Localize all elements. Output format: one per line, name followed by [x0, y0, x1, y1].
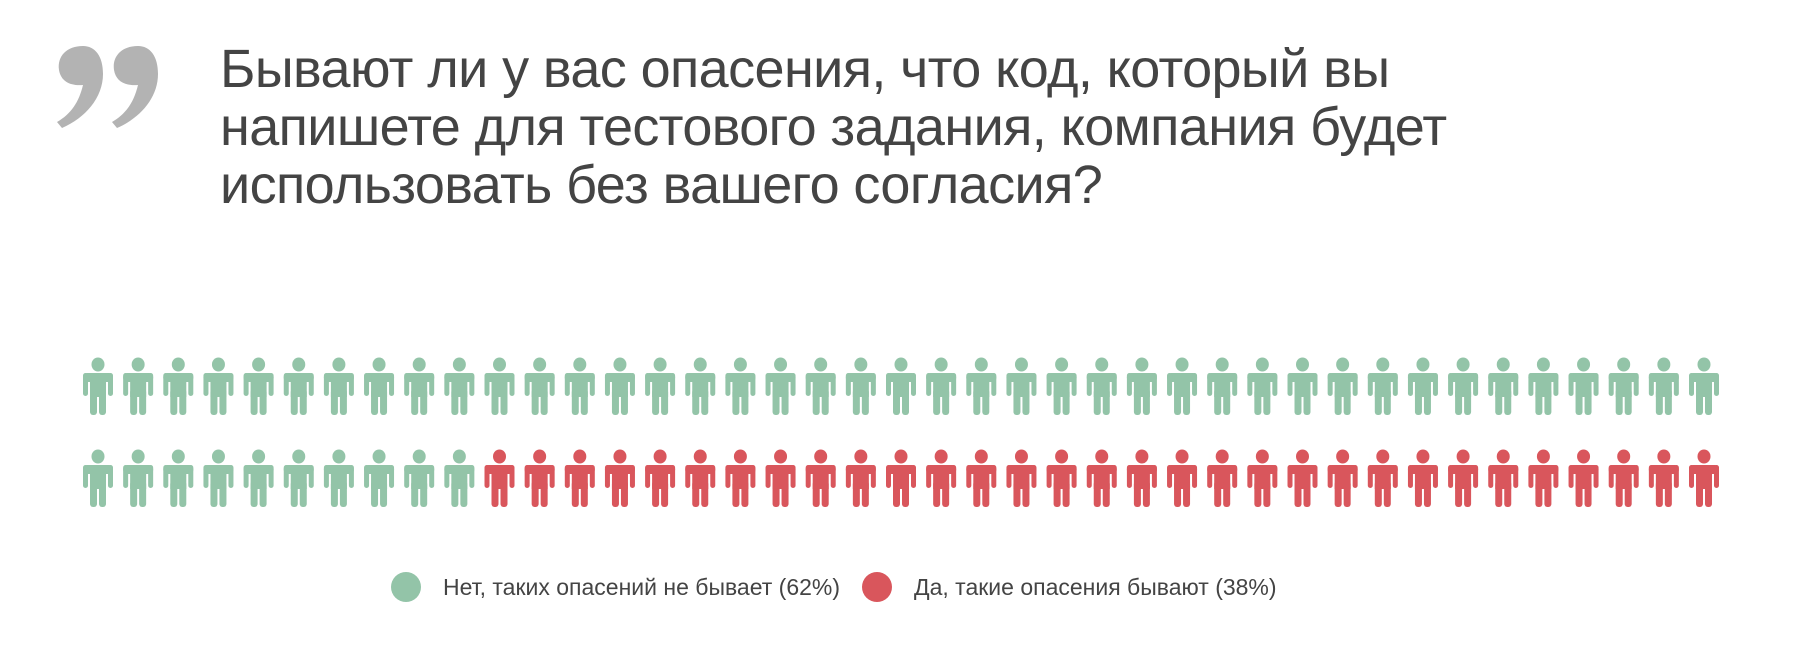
person-icon [1528, 449, 1559, 507]
person-icon [725, 357, 756, 415]
person-icon [203, 357, 234, 415]
person-icon [1207, 449, 1238, 507]
person-icon [323, 449, 354, 507]
person-icon [685, 449, 716, 507]
person-icon [1086, 449, 1117, 507]
person-icon [1046, 357, 1077, 415]
person-icon [765, 357, 796, 415]
person-icon [886, 357, 916, 415]
person-icon [484, 357, 515, 415]
person-icon [1167, 449, 1198, 507]
person-icon [1126, 449, 1157, 507]
person-icon [564, 449, 595, 507]
person-icon [1327, 357, 1358, 415]
person-icon [1689, 449, 1719, 507]
person-icon [1247, 357, 1278, 415]
person-icon [1608, 357, 1639, 415]
person-icon [765, 449, 796, 507]
person-icon [243, 357, 274, 415]
title-line: использовать без вашего согласия? [220, 155, 1103, 215]
legend: Нет, таких опасений не бывает (62%) Да, … [391, 572, 1299, 602]
chart-title: Бывают ли у вас опасения, что код, котор… [220, 40, 1447, 214]
person-icon [926, 357, 957, 415]
legend-swatch-yes [862, 572, 893, 602]
person-icon [645, 357, 676, 415]
title-line: напишете для тестового задания, компания… [220, 97, 1447, 157]
person-icon [1648, 357, 1679, 415]
person-icon [524, 357, 555, 415]
person-icon [1006, 357, 1037, 415]
person-icon [1327, 449, 1358, 507]
person-icon [283, 449, 314, 507]
person-icon [203, 449, 234, 507]
person-icon [1167, 357, 1198, 415]
pictogram [83, 357, 1719, 507]
title-line: Бывают ли у вас опасения, что код, котор… [220, 39, 1390, 99]
person-icon [645, 449, 676, 507]
person-icon [444, 357, 475, 415]
person-icon [1407, 357, 1438, 415]
person-icon [1006, 449, 1037, 507]
person-icon [1126, 357, 1157, 415]
quote-mark-icon [57, 46, 158, 128]
person-icon [1367, 449, 1398, 507]
person-icon [163, 357, 194, 415]
person-icon [1488, 357, 1519, 415]
person-icon [845, 357, 876, 415]
person-icon [1046, 449, 1077, 507]
person-icon [926, 449, 957, 507]
person-icon [364, 357, 395, 415]
person-icon [1407, 449, 1438, 507]
person-icon [1448, 357, 1479, 415]
person-icon [404, 357, 435, 415]
person-icon [1528, 357, 1559, 415]
person-icon [1247, 449, 1278, 507]
person-icon [163, 449, 194, 507]
person-icon [283, 357, 314, 415]
person-icon [364, 449, 395, 507]
person-icon [1568, 449, 1599, 507]
person-icon [484, 449, 515, 507]
person-icon [1207, 357, 1238, 415]
person-icon [123, 449, 154, 507]
person-icon [1448, 449, 1479, 507]
person-icon [725, 449, 756, 507]
person-icon [966, 357, 997, 415]
person-icon [1568, 357, 1599, 415]
person-icon [805, 449, 836, 507]
person-icon [524, 449, 555, 507]
person-icon [564, 357, 595, 415]
person-icon [1287, 449, 1318, 507]
person-icon [404, 449, 435, 507]
person-icon [604, 357, 635, 415]
legend-swatch-no [391, 572, 421, 602]
person-icon [444, 449, 475, 507]
legend-label-yes: Да, такие опасения бывают (38%) [914, 573, 1277, 600]
person-icon [1287, 357, 1318, 415]
person-icon [886, 449, 916, 507]
person-icon [1689, 357, 1719, 415]
legend-label-no: Нет, таких опасений не бывает (62%) [443, 573, 841, 600]
person-icon [83, 449, 113, 507]
person-icon [685, 357, 716, 415]
person-icon [83, 357, 113, 415]
person-icon [805, 357, 836, 415]
person-icon [123, 357, 154, 415]
legend-item-no: Нет, таких опасений не бывает (62%) [391, 572, 840, 602]
person-icon [966, 449, 997, 507]
person-icon [845, 449, 876, 507]
person-icon [1608, 449, 1639, 507]
person-icon [243, 449, 274, 507]
person-icon [1367, 357, 1398, 415]
person-icon [1488, 449, 1519, 507]
person-icon [1648, 449, 1679, 507]
legend-item-yes: Да, такие опасения бывают (38%) [862, 572, 1277, 602]
person-icon [604, 449, 635, 507]
person-icon [323, 357, 354, 415]
person-icon [1086, 357, 1117, 415]
